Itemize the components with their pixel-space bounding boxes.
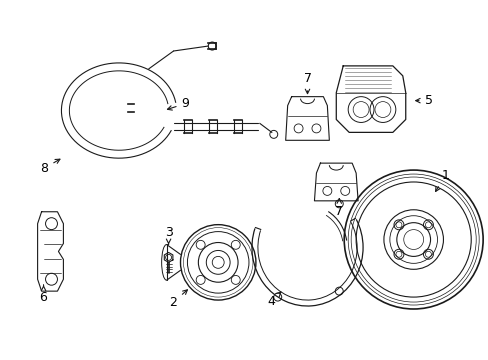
Text: 7: 7 [335, 199, 343, 218]
Text: 9: 9 [167, 97, 189, 110]
Text: 3: 3 [164, 226, 172, 245]
Text: 1: 1 [435, 168, 448, 192]
Text: 6: 6 [40, 285, 47, 303]
Text: 7: 7 [303, 72, 311, 94]
Text: 4: 4 [267, 292, 280, 307]
Text: 2: 2 [169, 290, 187, 309]
Text: 8: 8 [41, 159, 60, 175]
Text: 5: 5 [415, 94, 432, 107]
